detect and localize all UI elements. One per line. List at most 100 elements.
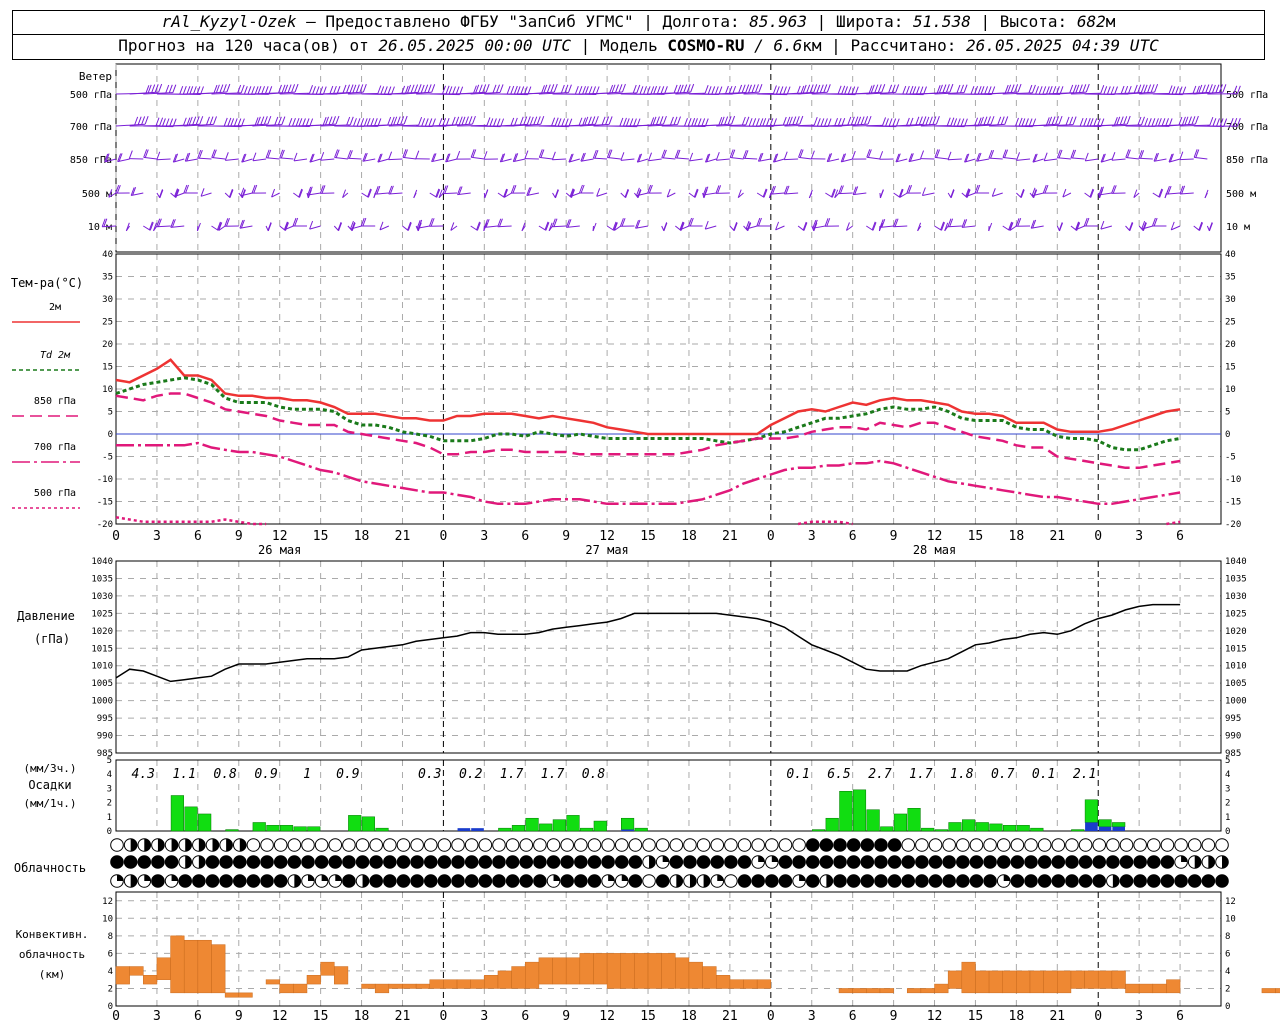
wind-barb <box>490 118 493 126</box>
cloud-cover-icon <box>520 856 533 869</box>
cloud-cover-icon <box>329 839 342 852</box>
cloud-cover-icon <box>520 839 533 852</box>
wind-barb <box>725 86 728 94</box>
wind-barb <box>253 153 256 161</box>
cloud-cover-icon <box>1107 839 1120 852</box>
wind-barb <box>294 159 307 161</box>
cloud-cover-icon <box>847 875 860 888</box>
convective-axis-xtick: 15 <box>313 1009 329 1024</box>
cloud-cover-icon <box>117 875 123 881</box>
cloud-cover-icon <box>676 875 682 888</box>
wind-barb <box>1049 86 1052 94</box>
precip-3h-total: 1.7 <box>541 767 565 782</box>
pressure-panel-ytick-left: 1005 <box>91 679 113 689</box>
convective-panel-ytick-right: 12 <box>1225 897 1236 907</box>
wind-barb <box>1084 118 1087 126</box>
convective-cloud-bar <box>1276 988 1280 992</box>
wind-barb <box>558 118 561 126</box>
cloud-cover-icon <box>411 875 424 888</box>
precip-3h-total: 0.9 <box>254 767 277 782</box>
cloud-cover-icon <box>343 875 356 888</box>
precip-rain-bar <box>376 828 389 831</box>
precip-unit-1h: (мм/1ч.) <box>24 797 77 810</box>
wind-barb <box>312 86 315 94</box>
convective-panel-ytick-right: 0 <box>1225 1002 1230 1012</box>
convective-axis-xtick: 15 <box>968 1009 984 1024</box>
cloud-cover-icon <box>725 875 738 888</box>
convective-axis-xtick: 6 <box>1176 1009 1184 1024</box>
wind-barb <box>183 86 186 94</box>
wind-barb <box>1059 222 1062 230</box>
precip-rain-bar <box>1071 830 1084 831</box>
convective-cloud-bar <box>1139 984 1153 993</box>
cloud-cover-icon <box>261 839 274 852</box>
cloud-cover-icon <box>806 856 819 869</box>
cloud-cover-icon <box>1120 875 1133 888</box>
cloud-cover-icon <box>261 856 274 869</box>
cloud-cover-icon <box>820 856 833 869</box>
cloud-cover-icon <box>179 875 192 888</box>
precip-rain-bar <box>512 825 525 831</box>
wind-barb <box>660 116 663 124</box>
temp-panel-ytick-left: -20 <box>97 520 113 530</box>
convective-cloud-bar <box>362 984 376 988</box>
wind-barb <box>678 117 681 125</box>
wind-barb <box>712 86 715 94</box>
wind-barb <box>1127 116 1130 124</box>
cloud-cover-icon <box>738 839 751 852</box>
cloud-cover-icon <box>158 839 164 852</box>
wind-level-left: 10 м <box>88 222 112 233</box>
precip-3h-total: 2.1 <box>1073 767 1096 782</box>
wind-barb <box>1073 117 1076 125</box>
precip-rain-bar <box>567 815 580 831</box>
pressure-panel-ytick-right: 1025 <box>1225 609 1247 619</box>
cloud-cover-icon <box>534 839 547 852</box>
wind-barb <box>1138 117 1141 125</box>
convective-cloud-bar <box>689 962 703 988</box>
wind-barb <box>583 86 586 94</box>
temp-panel-ytick-right: 10 <box>1225 385 1236 395</box>
convective-cloud-bar <box>157 958 171 980</box>
wind-barb <box>975 118 978 126</box>
convective-cloud-bar <box>648 953 662 988</box>
precip-rain-bar <box>935 830 948 831</box>
cloud-cover-icon <box>152 875 165 888</box>
wind-barb <box>173 85 176 93</box>
temp-axis-xtick: 3 <box>1135 529 1143 544</box>
cloud-cover-icon <box>929 875 942 888</box>
cloud-cover-icon <box>226 839 232 852</box>
convective-axis-xtick: 21 <box>395 1009 411 1024</box>
wind-barb <box>261 117 264 125</box>
pressure-panel-ytick-left: 1000 <box>91 697 113 707</box>
cloud-cover-icon <box>274 856 287 869</box>
wind-barb <box>493 118 496 126</box>
wind-barb <box>389 152 392 160</box>
convective-axis-xtick: 18 <box>1009 1009 1025 1024</box>
wind-barb <box>166 118 169 126</box>
convective-axis-xtick: 21 <box>722 1009 738 1024</box>
wind-barb <box>292 84 295 92</box>
cloud-cover-icon <box>302 839 315 852</box>
wind-barb <box>1142 117 1145 125</box>
wind-barb <box>715 86 718 94</box>
cloud-cover-icon <box>370 875 383 888</box>
wind-barb <box>705 226 716 229</box>
cloud-cover-icon <box>588 875 601 888</box>
wind-barb <box>814 84 817 92</box>
cloud-cover-icon <box>370 839 383 852</box>
cloud-cover-icon <box>356 856 369 869</box>
cloud-cover-icon <box>534 856 547 869</box>
wind-barb <box>991 116 994 124</box>
cloud-cover-icon <box>902 839 915 852</box>
cloud-cover-icon <box>1134 839 1147 852</box>
wind-barb <box>820 85 823 93</box>
wind-barb <box>663 116 666 124</box>
cloud-cover-icon <box>1038 875 1051 888</box>
cloud-cover-icon <box>888 856 901 869</box>
convective-cloud-bar <box>116 967 130 985</box>
cloud-cover-icon <box>1161 856 1174 869</box>
temp-panel-ytick-left: 0 <box>108 430 113 440</box>
cloud-cover-icon <box>799 875 805 881</box>
wind-barb <box>418 84 421 92</box>
wind-barb <box>1029 85 1032 93</box>
